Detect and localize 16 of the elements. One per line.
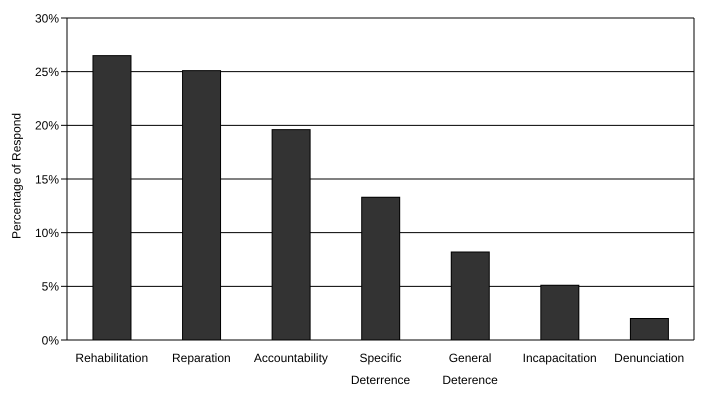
x-tick-label: Accountability [254, 351, 328, 365]
x-tick-label: Incapacitation [522, 351, 597, 365]
x-tick-label: Rehabilitation [75, 351, 148, 365]
y-tick-label: 0% [42, 333, 60, 348]
y-axis-title: Percentage of Respond [9, 112, 24, 239]
y-tick-label: 10% [34, 226, 60, 240]
y-tick-label: 25% [34, 64, 60, 79]
x-tick-label: Specific Deterrence [350, 351, 410, 387]
x-tick-label: General Deterence [442, 351, 498, 387]
y-tick-label: 30% [34, 11, 60, 26]
bar [630, 318, 669, 340]
y-tick-label: 20% [34, 118, 60, 133]
y-tick-label: 5% [42, 280, 60, 294]
y-tick-label: 15% [34, 172, 60, 186]
x-tick-label: Denunciation [614, 351, 684, 365]
x-tick-label: Reparation [172, 351, 231, 365]
